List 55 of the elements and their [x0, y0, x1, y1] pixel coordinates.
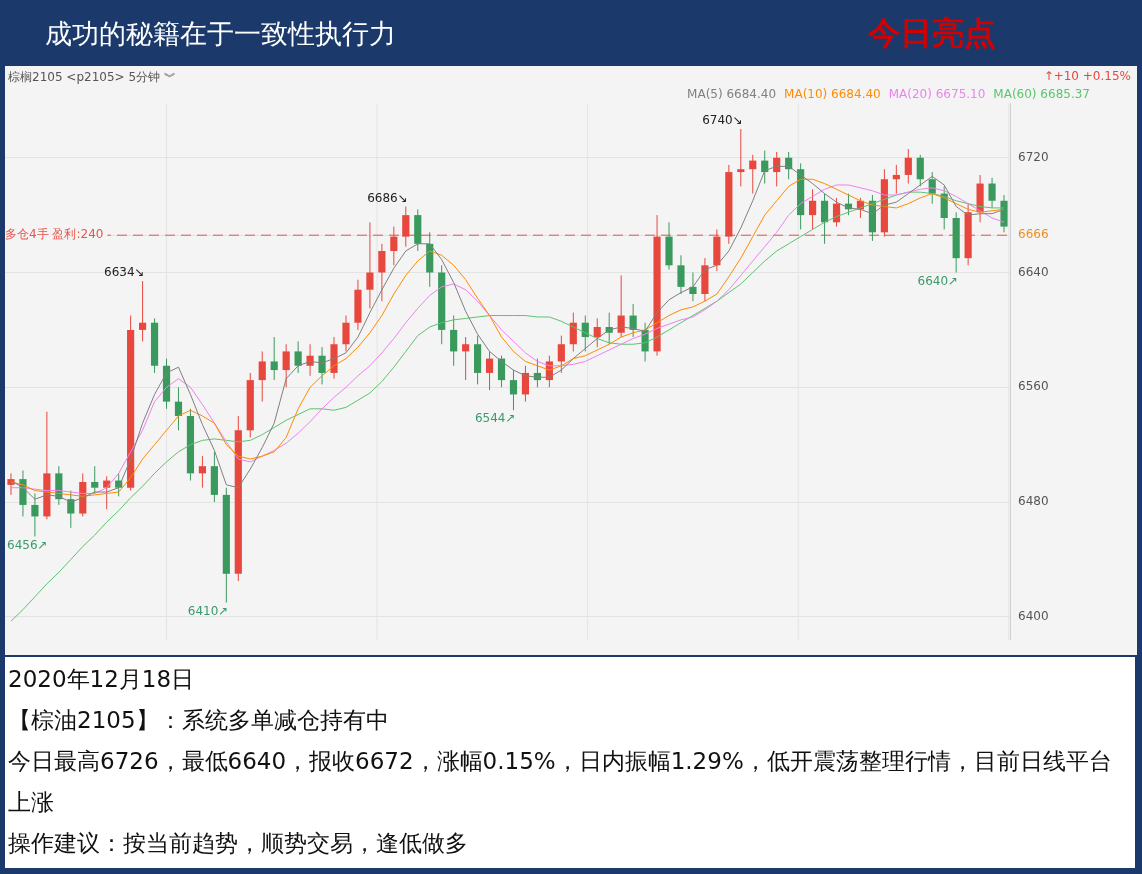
- y-tick-label: 6720: [1018, 149, 1049, 164]
- text: 2020年12月18日: [8, 665, 196, 694]
- candlestick: [820, 193, 829, 245]
- candlestick: [904, 148, 912, 185]
- text: MA(5) 6684.40: [687, 87, 777, 101]
- y-tick-label: 6480: [1018, 494, 1049, 509]
- text: 【棕油2105】：系统多单减仓持有中: [8, 706, 390, 735]
- text: 6544↗: [474, 411, 516, 426]
- text: 6740↘: [702, 113, 743, 128]
- candlestick: [318, 346, 326, 385]
- text: 棕榈2105 <p2105> 5分钟 ︾: [8, 69, 176, 86]
- candlestick: [31, 492, 39, 537]
- text: 今日最高6726，最低6640，报收6672，涨幅0.15%，日内振幅1.29%，低开震荡整理行情，目前日线平台上涨: [8, 747, 1113, 817]
- text: 操作建议：按当前趋势，顺势交易，逢低做多: [8, 829, 469, 858]
- y-tick-label: 6560: [1018, 379, 1049, 394]
- candlestick: [294, 340, 302, 374]
- candlestick: [509, 369, 518, 411]
- y-tick-label: 6400: [1018, 608, 1049, 623]
- candlestick: [485, 350, 494, 391]
- candlestick: [737, 128, 745, 187]
- candlestick: [892, 164, 900, 195]
- candlestick: [366, 221, 374, 309]
- text: 6640↗: [917, 273, 959, 288]
- annotation: 多仓4手 盈利:240: [5, 227, 104, 242]
- candlestick: [282, 343, 290, 388]
- candlestick: [198, 455, 206, 489]
- text: MA(10) 6684.40: [784, 87, 881, 101]
- candlestick: [450, 315, 458, 367]
- text: MA(60) 6685.37: [993, 87, 1090, 101]
- text: ↑+10 +0.15%: [1043, 69, 1131, 83]
- text: 6634↘: [104, 265, 145, 280]
- candlestick: [91, 465, 99, 494]
- candlestick: [462, 336, 470, 381]
- candlestick: [677, 254, 685, 295]
- candlestick: [557, 335, 565, 374]
- candlestick: [809, 188, 817, 230]
- candlestick: [378, 243, 386, 302]
- candlestick: [749, 154, 757, 195]
- candlestick: [988, 177, 996, 209]
- candlestick: [258, 350, 266, 403]
- candlestick: [270, 336, 278, 381]
- text: 6410↗: [187, 603, 229, 618]
- chart-title: 成功的秘籍在于一致性执行力: [45, 17, 396, 51]
- candlestick: [174, 386, 183, 431]
- candlestick: [139, 280, 147, 342]
- y-tick-label: 6640: [1018, 264, 1049, 279]
- candlestick: [342, 315, 350, 352]
- text: MA(20) 6675.10: [888, 87, 986, 101]
- candlestick: [689, 272, 697, 302]
- text: 6456↗: [7, 537, 48, 552]
- y-tick-label: 6666: [1018, 227, 1049, 242]
- chart-subtitle: 今日亮点: [868, 13, 996, 54]
- candlestick: [593, 317, 601, 348]
- candlestick: [916, 154, 924, 187]
- text: 6686↘: [367, 190, 408, 205]
